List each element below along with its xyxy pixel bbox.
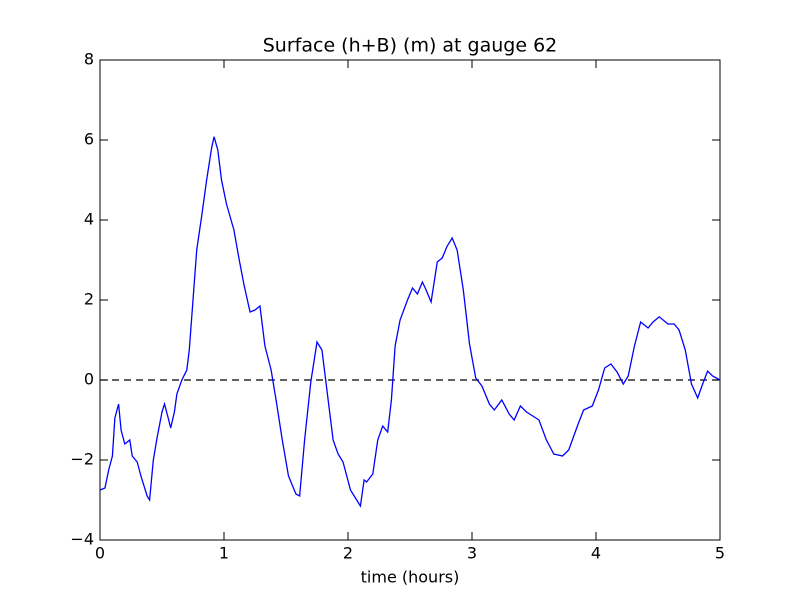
x-tick-label: 4 <box>591 544 601 563</box>
y-tick-label: −4 <box>70 530 94 549</box>
x-tick-label: 2 <box>343 544 353 563</box>
x-tick-label: 0 <box>95 544 105 563</box>
y-tick-label: 8 <box>84 50 94 69</box>
x-tick-label: 1 <box>219 544 229 563</box>
y-tick-label: 6 <box>84 130 94 149</box>
data-line <box>99 136 721 508</box>
y-tick-label: 0 <box>84 370 94 389</box>
x-axis-label: time (hours) <box>361 568 460 587</box>
x-tick-label: 3 <box>467 544 477 563</box>
y-tick-label: 4 <box>84 210 94 229</box>
y-tick-label: −2 <box>70 450 94 469</box>
plot-frame <box>99 59 721 541</box>
chart-title: Surface (h+B) (m) at gauge 62 <box>263 35 558 57</box>
x-tick-label: 5 <box>715 544 725 563</box>
y-tick-label: 2 <box>84 290 94 309</box>
